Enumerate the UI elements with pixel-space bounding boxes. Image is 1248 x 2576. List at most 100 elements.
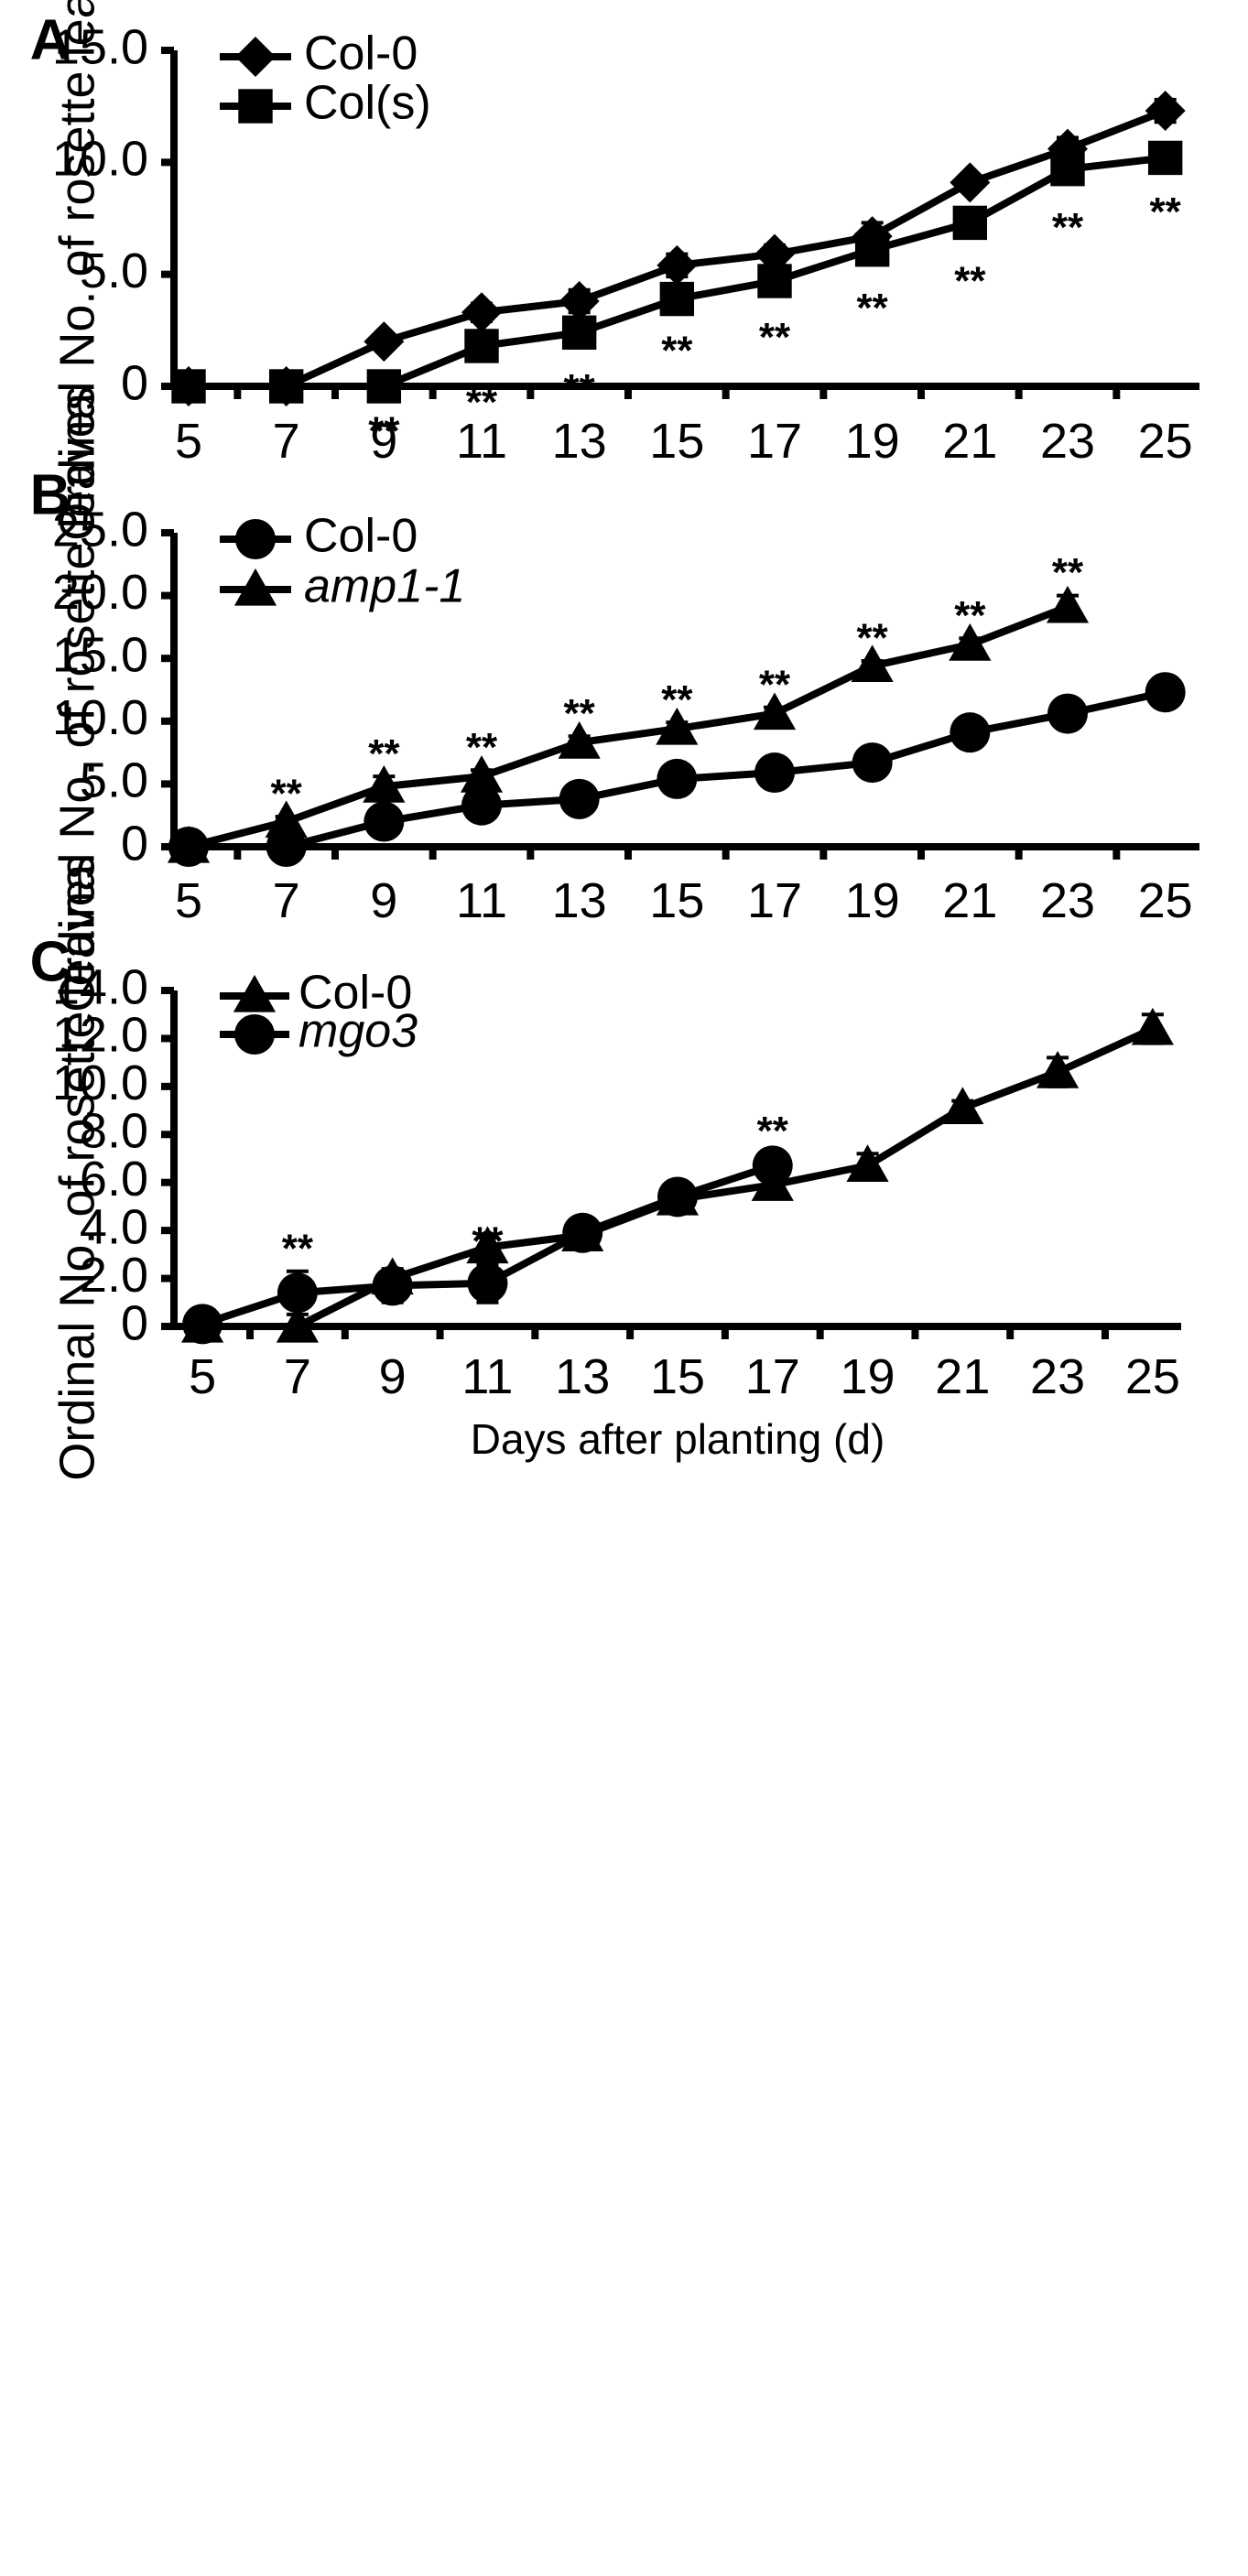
- y-tick-label: 15.0: [52, 19, 148, 74]
- x-tick-label: 21: [935, 1349, 990, 1404]
- data-point: [562, 1212, 603, 1253]
- data-point: [757, 264, 792, 298]
- series-line: [188, 603, 1069, 850]
- data-point: [364, 321, 405, 363]
- data-point: [659, 281, 695, 317]
- data-point: [657, 244, 698, 286]
- significance-label: **: [466, 380, 498, 425]
- legend-marker: [235, 519, 276, 559]
- x-axis-label: Days after planting (d): [471, 1415, 885, 1463]
- data-point: [461, 292, 502, 333]
- x-tick-label: 23: [1040, 414, 1095, 469]
- data-point: [1147, 140, 1183, 176]
- x-tick-label: 11: [461, 1349, 513, 1404]
- data-point: [1050, 151, 1085, 187]
- significance-label: **: [757, 1109, 789, 1153]
- x-tick-label: 19: [845, 414, 900, 469]
- significance-label: **: [857, 616, 889, 661]
- x-tick-label: 15: [649, 414, 704, 469]
- x-tick-label: 13: [552, 414, 607, 469]
- significance-label: **: [472, 1218, 504, 1263]
- x-tick-label: 17: [747, 873, 802, 928]
- data-point: [950, 712, 991, 753]
- data-point: [941, 1087, 984, 1125]
- y-tick-label: 2.0: [80, 1248, 148, 1303]
- x-tick-label: 19: [845, 873, 900, 928]
- significance-label: **: [1052, 205, 1084, 250]
- x-tick-label: 11: [456, 414, 507, 469]
- x-tick-label: 15: [650, 1349, 705, 1404]
- x-tick-label: 9: [379, 1349, 407, 1404]
- data-point: [851, 644, 894, 683]
- significance-label: **: [954, 593, 986, 638]
- data-point: [265, 800, 308, 839]
- significance-label: **: [466, 725, 498, 770]
- legend-label: Col-0: [304, 27, 418, 81]
- legend-marker: [233, 974, 277, 1012]
- x-tick-label: 23: [1030, 1349, 1085, 1404]
- significance-label: **: [661, 677, 693, 722]
- legend-entry: Col-0: [220, 510, 418, 563]
- legend-entry: Col(s): [220, 77, 431, 130]
- x-tick-label: 9: [370, 414, 397, 469]
- series-amp1-1: ** ** ** ** ** ** ** ** **: [167, 550, 1090, 863]
- significance-label: **: [271, 772, 303, 817]
- legend-marker: [235, 37, 276, 77]
- x-tick-label: 25: [1138, 414, 1193, 469]
- y-tick-label: 15.0: [52, 627, 148, 682]
- significance-label: **: [759, 315, 791, 360]
- x-tick-label: 21: [942, 873, 997, 928]
- data-point: [1047, 693, 1088, 734]
- y-tick-label: 5.0: [80, 244, 148, 298]
- legend-entry: mgo3: [220, 1005, 418, 1058]
- panel-letter: A: [30, 8, 71, 71]
- panel-letter: C: [30, 930, 71, 993]
- significance-label: **: [564, 691, 596, 736]
- legend-label: Col(s): [304, 77, 431, 130]
- data-point: [558, 721, 601, 759]
- legend-entry: Col-0: [220, 967, 412, 1020]
- x-tick-label: 9: [370, 873, 397, 928]
- data-point: [363, 765, 406, 803]
- data-point: [171, 369, 206, 404]
- data-point: [464, 329, 499, 363]
- y-tick-label: 0: [121, 816, 148, 871]
- x-tick-label: 17: [745, 1349, 800, 1404]
- y-tick-label: 10.0: [52, 690, 148, 745]
- legend-marker: [234, 1014, 275, 1055]
- y-tick-label: 6.0: [80, 1152, 148, 1207]
- x-tick-label: 7: [273, 873, 300, 928]
- y-tick-label: 25.0: [52, 502, 148, 557]
- panel-letter: B: [30, 463, 71, 526]
- significance-label: **: [954, 259, 986, 304]
- legend-marker: [238, 89, 273, 124]
- x-tick-label: 23: [1040, 873, 1095, 928]
- data-point: [364, 801, 405, 842]
- y-tick-label: 4.0: [80, 1199, 148, 1254]
- data-point: [466, 1226, 509, 1264]
- data-point: [372, 1265, 413, 1306]
- data-point: [167, 825, 211, 863]
- legend-label: Col-0: [304, 510, 418, 563]
- data-point: [1145, 91, 1186, 132]
- data-point: [1131, 1007, 1174, 1045]
- x-tick-label: 15: [649, 873, 704, 928]
- data-point: [1046, 585, 1090, 623]
- x-tick-label: 21: [942, 414, 997, 469]
- data-point: [1036, 1051, 1080, 1088]
- data-point: [559, 281, 600, 322]
- significance-label: **: [368, 731, 400, 776]
- legend-label: Col-0: [298, 967, 412, 1020]
- data-point: [561, 315, 597, 350]
- x-tick-label: 5: [175, 414, 202, 469]
- series-col-s-: ** ** ** ** ** ** ** ** **: [171, 140, 1183, 454]
- y-tick-label: 20.0: [52, 565, 148, 620]
- data-point: [657, 1176, 698, 1218]
- x-tick-label: 5: [175, 873, 202, 928]
- data-point: [949, 623, 992, 661]
- x-tick-label: 19: [841, 1349, 895, 1404]
- x-tick-label: 17: [747, 414, 802, 469]
- y-tick-label: 10.0: [52, 1055, 148, 1110]
